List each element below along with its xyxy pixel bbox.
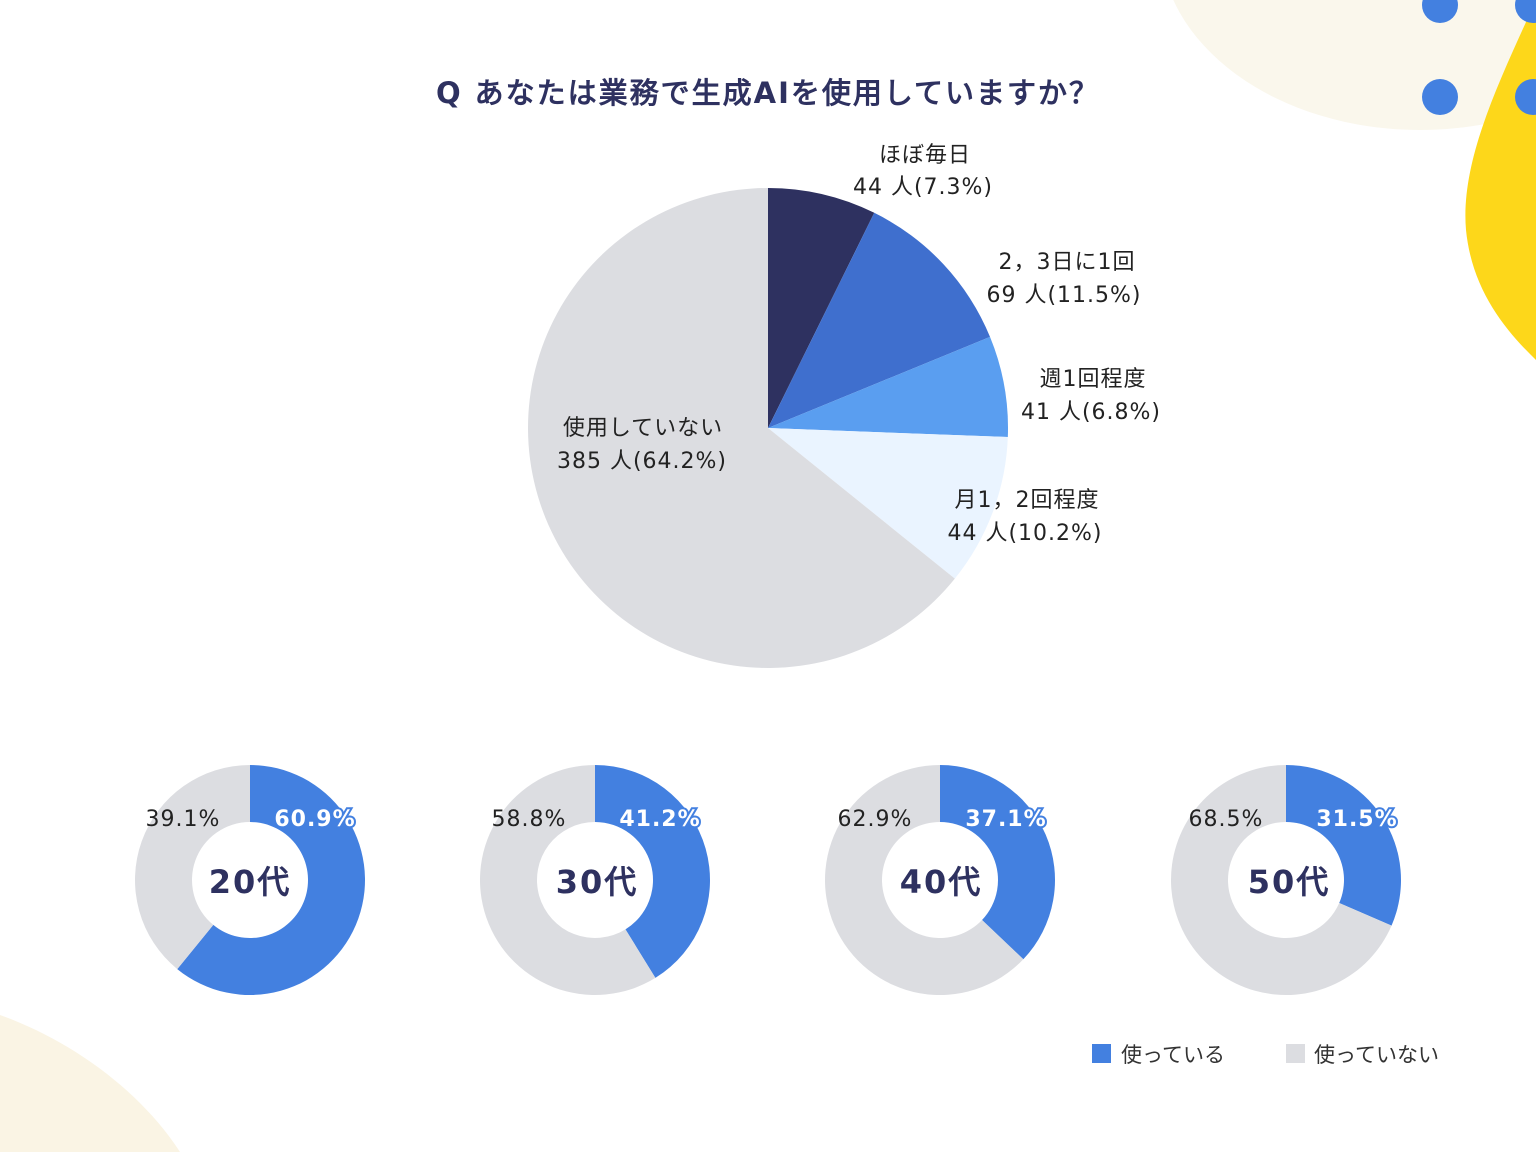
donut-20-using-label: 60.9% bbox=[274, 807, 355, 832]
slice-label-name-1: 2，3日に1回 bbox=[999, 250, 1136, 275]
donut-40代-slice-using bbox=[940, 765, 1055, 960]
donut-30-not-using-label: 58.8% bbox=[492, 807, 567, 832]
slice-label-count-3: 44 人(10.2%) bbox=[947, 521, 1102, 546]
donut-20代-slice-not-using bbox=[134, 765, 250, 970]
slice-label-count-2: 41 人(6.8%) bbox=[1021, 400, 1161, 425]
donut-labels: 39.1% 60.9% 20代 58.8% 41.2% 30代 62.9% 37… bbox=[146, 805, 1399, 901]
pie-slice-2 bbox=[768, 336, 1008, 438]
donut-20-center-label: 20代 bbox=[209, 863, 292, 901]
pie-slice-4 bbox=[528, 188, 955, 669]
chart-title: Q あなたは業務で生成AIを使用していますか？ bbox=[436, 76, 1100, 110]
donut-50代-slice-using bbox=[1286, 765, 1401, 926]
donut-40-not-using-label: 62.9% bbox=[838, 807, 913, 832]
donut-40-center-label: 40代 bbox=[900, 863, 983, 901]
legend-label-using: 使っている bbox=[1121, 1043, 1225, 1067]
donut-20-not-using-label: 39.1% bbox=[146, 807, 221, 832]
slice-label-count-0: 44 人(7.3%) bbox=[853, 175, 993, 200]
donut-50代-slice-not-using bbox=[1171, 764, 1392, 995]
slice-label-name-4: 使用していない bbox=[563, 416, 723, 441]
donut-30代-slice-not-using bbox=[480, 765, 656, 995]
donut-40-using-label: 37.1% bbox=[965, 807, 1046, 832]
donut-30-center-label: 30代 bbox=[556, 863, 639, 901]
legend: 使っている 使っていない bbox=[1092, 1043, 1439, 1067]
age-donuts bbox=[134, 764, 1401, 996]
pie-slice-0 bbox=[768, 188, 875, 428]
legend-label-not-using: 使っていない bbox=[1314, 1043, 1439, 1067]
main-pie bbox=[528, 188, 1008, 669]
donut-30代-slice-using bbox=[595, 765, 710, 978]
legend-swatch-not-using bbox=[1286, 1044, 1305, 1063]
pie-slice-1 bbox=[768, 212, 991, 428]
pie-slice-3 bbox=[768, 428, 1008, 579]
donut-40代-slice-not-using bbox=[825, 765, 1024, 995]
slice-label-count-4: 385 人(64.2%) bbox=[557, 449, 727, 474]
legend-swatch-using bbox=[1092, 1044, 1111, 1063]
slice-label-name-2: 週1回程度 bbox=[1040, 367, 1147, 392]
donut-50-center-label: 50代 bbox=[1248, 863, 1331, 901]
slice-label-count-1: 69 人(11.5%) bbox=[986, 283, 1141, 308]
slice-label-name-0: ほぼ毎日 bbox=[879, 143, 971, 168]
slice-label-name-3: 月1，2回程度 bbox=[955, 488, 1100, 513]
donut-50-using-label: 31.5% bbox=[1316, 807, 1397, 832]
donut-20代-slice-using bbox=[177, 765, 365, 996]
main-pie-labels: ほぼ毎日 44 人(7.3%) 2，3日に1回 69 人(11.5%) 週1回程… bbox=[557, 143, 1161, 546]
donut-30-using-label: 41.2% bbox=[619, 807, 700, 832]
donut-50-not-using-label: 68.5% bbox=[1189, 807, 1264, 832]
